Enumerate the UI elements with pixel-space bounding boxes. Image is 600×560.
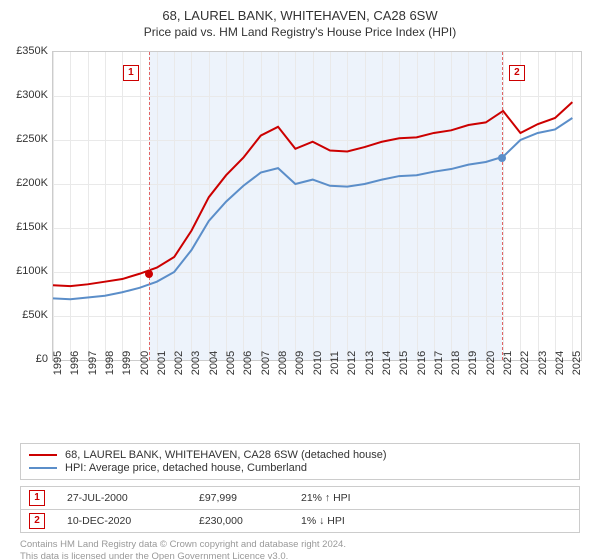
sale-row: 1 27-JUL-2000 £97,999 21% ↑ HPI (20, 486, 580, 510)
sale-marker-line (502, 52, 503, 360)
sale-marker-dot (145, 270, 153, 278)
chart-container: 68, LAUREL BANK, WHITEHAVEN, CA28 6SW Pr… (0, 0, 600, 560)
plot-area: 12 (52, 51, 582, 361)
legend-label: 68, LAUREL BANK, WHITEHAVEN, CA28 6SW (d… (65, 449, 387, 461)
chart-title: 68, LAUREL BANK, WHITEHAVEN, CA28 6SW (4, 8, 596, 23)
y-axis-label: £200K (10, 177, 48, 189)
y-axis-label: £350K (10, 45, 48, 57)
sale-marker-line (149, 52, 150, 360)
sale-marker-dot (498, 154, 506, 162)
sale-marker-box: 1 (123, 65, 139, 81)
sale-number-box: 2 (29, 513, 45, 529)
chart-area: 12 £0£50K£100K£150K£200K£250K£300K£350K1… (10, 47, 590, 407)
footer-text: Contains HM Land Registry data © Crown c… (20, 539, 580, 560)
y-axis-label: £250K (10, 133, 48, 145)
y-axis-label: £0 (10, 353, 48, 365)
sale-pct: 1% ↓ HPI (301, 515, 411, 527)
chart-subtitle: Price paid vs. HM Land Registry's House … (4, 25, 596, 39)
sale-row: 2 10-DEC-2020 £230,000 1% ↓ HPI (20, 510, 580, 533)
y-axis-label: £100K (10, 265, 48, 277)
sale-date: 27-JUL-2000 (67, 492, 177, 504)
legend-label: HPI: Average price, detached house, Cumb… (65, 462, 307, 474)
footer-line-1: Contains HM Land Registry data © Crown c… (20, 539, 580, 551)
sale-number-box: 1 (29, 490, 45, 506)
series-line-price_paid (53, 102, 572, 286)
legend-swatch (29, 467, 57, 469)
sale-date: 10-DEC-2020 (67, 515, 177, 527)
sale-price: £230,000 (199, 515, 279, 527)
sale-marker-box: 2 (509, 65, 525, 81)
x-axis-label: 2025 (571, 351, 600, 375)
sale-pct: 21% ↑ HPI (301, 492, 411, 504)
y-axis-label: £300K (10, 89, 48, 101)
series-line-hpi (53, 118, 572, 299)
footer-line-2: This data is licensed under the Open Gov… (20, 551, 580, 560)
legend: 68, LAUREL BANK, WHITEHAVEN, CA28 6SW (d… (20, 443, 580, 480)
sales-table: 1 27-JUL-2000 £97,999 21% ↑ HPI 2 10-DEC-2020… (20, 486, 580, 533)
legend-item: 68, LAUREL BANK, WHITEHAVEN, CA28 6SW (d… (29, 449, 571, 461)
legend-item: HPI: Average price, detached house, Cumb… (29, 462, 571, 474)
y-axis-label: £150K (10, 221, 48, 233)
legend-swatch (29, 454, 57, 456)
sale-price: £97,999 (199, 492, 279, 504)
y-axis-label: £50K (10, 309, 48, 321)
